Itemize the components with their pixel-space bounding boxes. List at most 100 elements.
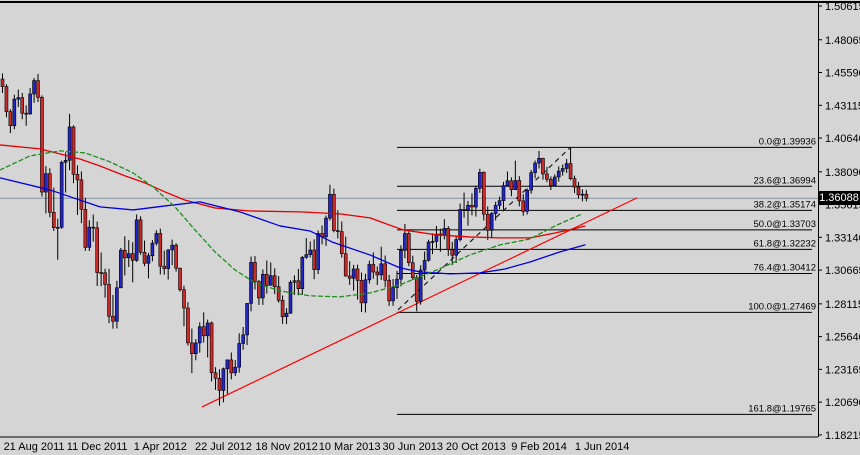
- price-scale[interactable]: 1.50615 1.48065 1.45590 1.43115 1.40640 1.380…: [818, 1, 860, 442]
- candle-bullish: [28, 93, 32, 115]
- candles: [0, 73, 589, 406]
- candle-bearish: [541, 157, 545, 175]
- candle-bullish: [300, 257, 305, 289]
- candle-bullish: [308, 249, 313, 255]
- candle-bullish: [316, 233, 320, 270]
- candle-bullish: [560, 168, 565, 172]
- ma-blue-line: [0, 177, 586, 275]
- candle-bullish: [194, 342, 198, 354]
- candle-bullish: [284, 312, 289, 318]
- candle-bullish: [126, 253, 131, 259]
- candle-bullish: [154, 233, 159, 244]
- candle-bearish: [130, 253, 135, 261]
- candle-bearish: [265, 273, 269, 286]
- candle-bearish: [343, 253, 348, 277]
- swing-trendline[interactable]: [397, 147, 571, 311]
- x-axis-date-label: 21 Aug 2011: [4, 441, 65, 453]
- ascending-trendline[interactable]: [201, 197, 638, 408]
- candle-bullish: [537, 157, 541, 164]
- candle-bearish: [387, 279, 391, 302]
- candle-bearish: [462, 209, 466, 211]
- candle-bearish: [174, 244, 178, 269]
- y-axis-tick-label: 1.45590: [825, 68, 860, 80]
- fib-level-label-0.0: 0.0@1.39936: [759, 136, 816, 147]
- fibonacci-retracement[interactable]: 0.0@1.39936 23.6@1.36994 38.2@1.35174 50.0@…: [397, 136, 816, 415]
- candle-bearish: [0, 78, 5, 87]
- y-axis-tick-label: 1.30665: [825, 265, 860, 277]
- candle-bearish: [111, 315, 115, 322]
- x-axis-date-label: 10 Mar 2013: [319, 441, 381, 453]
- candle-bullish: [367, 264, 372, 281]
- candle-bearish: [213, 372, 218, 379]
- candle-bearish: [253, 262, 257, 282]
- candle-bearish: [79, 179, 84, 210]
- candle-bearish: [383, 263, 387, 281]
- y-axis-tick-label: 1.33140: [825, 232, 860, 244]
- candle-bullish: [580, 193, 585, 196]
- date-scale[interactable]: 21 Aug 2011 11 Dec 2011 1 Apr 2012 22 Jul 2…: [4, 441, 630, 453]
- candle-bearish: [138, 219, 143, 253]
- candle-bullish: [552, 176, 557, 187]
- candle-bearish: [272, 275, 277, 288]
- candle-bullish: [55, 226, 60, 229]
- candle-bearish: [158, 233, 163, 267]
- candle-bearish: [584, 193, 589, 199]
- x-axis-date-label: 9 Feb 2014: [511, 441, 567, 453]
- candle-bullish: [67, 126, 72, 161]
- candle-bullish: [493, 205, 498, 214]
- candle-bearish: [576, 186, 581, 196]
- candle-bearish: [95, 227, 99, 273]
- candle-bearish: [276, 286, 281, 301]
- candle-bearish: [75, 174, 80, 181]
- candle-bullish: [403, 233, 407, 251]
- candle-bearish: [217, 378, 222, 391]
- candle-bearish: [24, 112, 28, 115]
- candle-bearish: [280, 300, 285, 318]
- candle-bullish: [268, 275, 273, 286]
- candle-bearish: [142, 251, 147, 264]
- trendlines[interactable]: [201, 147, 638, 408]
- fib-level-label-61.8: 61.8@1.32232: [754, 238, 816, 249]
- candle-bearish: [8, 111, 13, 127]
- candle-bullish: [501, 185, 506, 201]
- candle-bullish: [292, 280, 297, 283]
- candle-bullish: [328, 194, 332, 219]
- candle-bearish: [182, 289, 186, 309]
- y-axis-tick-label: 1.40640: [825, 133, 860, 145]
- candle-bearish: [332, 194, 336, 231]
- candle-bullish: [474, 188, 478, 208]
- candle-bullish: [288, 281, 293, 314]
- candle-bullish: [32, 80, 36, 95]
- candle-bullish: [379, 263, 384, 276]
- candle-bearish: [517, 180, 522, 202]
- x-axis-date-label: 18 Nov 2012: [255, 441, 317, 453]
- ma-green-line: [0, 150, 583, 298]
- candle-bearish: [336, 230, 340, 232]
- candle-bullish: [564, 163, 569, 169]
- candle-bullish: [150, 242, 155, 257]
- candle-bullish: [221, 368, 226, 391]
- candle-bullish: [115, 287, 119, 322]
- fib-level-label-76.4: 76.4@1.30412: [754, 262, 816, 273]
- candle-bullish: [166, 249, 170, 269]
- candle-bullish: [146, 255, 151, 264]
- candle-bearish: [371, 264, 376, 273]
- fib-level-label-23.6: 23.6@1.36994: [754, 175, 816, 186]
- moving-averages: [0, 144, 586, 298]
- candle-bearish: [20, 97, 25, 114]
- candle-bearish: [190, 342, 194, 354]
- fib-level-label-50.0: 50.0@1.33703: [754, 219, 816, 230]
- fib-level-label-161.8: 161.8@1.19765: [748, 403, 816, 414]
- candle-bearish: [48, 173, 52, 213]
- chart-frame: [0, 1, 860, 438]
- candle-bullish: [497, 200, 502, 206]
- candle-bearish: [71, 126, 76, 175]
- candle-bearish: [481, 172, 486, 215]
- candle-bearish: [572, 178, 577, 188]
- candle-bullish: [454, 239, 458, 256]
- x-axis-date-label: 11 Dec 2011: [67, 441, 128, 453]
- candle-bullish: [63, 159, 68, 163]
- candle-bullish: [525, 189, 529, 212]
- candle-bullish: [304, 254, 309, 258]
